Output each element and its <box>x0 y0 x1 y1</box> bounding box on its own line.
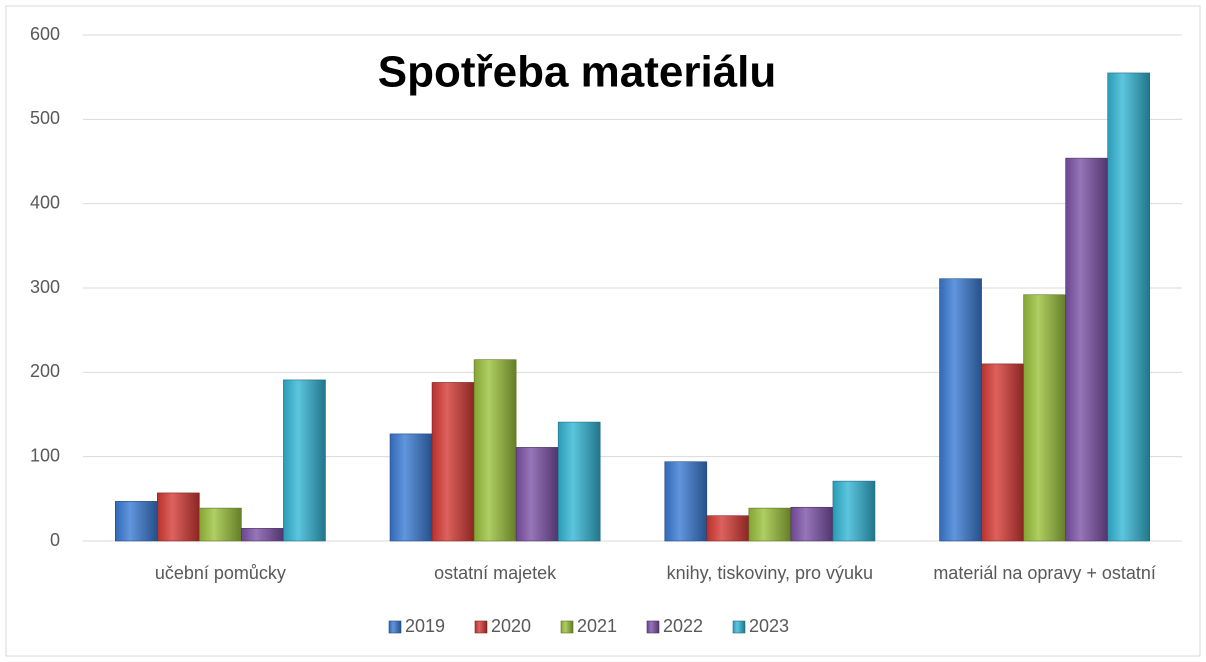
x-tick-label: materiál na opravy + ostatní <box>933 563 1156 583</box>
y-tick-label: 400 <box>30 192 60 212</box>
bar <box>1065 157 1108 542</box>
legend-item: 2021 <box>560 616 617 636</box>
bar <box>431 382 475 542</box>
legend-swatch <box>732 620 746 634</box>
bar <box>515 447 559 542</box>
bar <box>157 492 200 542</box>
bar <box>473 359 517 542</box>
y-tick-label: 200 <box>30 361 60 381</box>
bar <box>748 507 792 542</box>
bar <box>790 506 834 542</box>
bar <box>1107 72 1151 542</box>
bar <box>981 363 1024 542</box>
chart-border <box>5 5 1201 657</box>
bar <box>664 461 708 542</box>
x-tick-label: knihy, tiskoviny, pro výuku <box>667 563 873 583</box>
bar <box>706 515 750 542</box>
legend-label: 2021 <box>577 616 617 636</box>
x-tick-label: ostatní majetek <box>434 563 557 583</box>
bar <box>832 480 876 542</box>
bar <box>1023 294 1066 542</box>
legend-item: 2023 <box>732 616 789 636</box>
legend-swatch <box>474 620 488 634</box>
legend-swatch <box>560 620 574 634</box>
legend-label: 2022 <box>663 616 703 636</box>
bar <box>241 528 284 542</box>
bar <box>939 278 982 542</box>
y-tick-label: 300 <box>30 277 60 297</box>
y-tick-label: 600 <box>30 24 60 44</box>
bar <box>199 507 242 542</box>
legend-item: 2020 <box>474 616 531 636</box>
chart-title: Spotřeba materiálu <box>378 48 777 97</box>
y-tick-label: 100 <box>30 445 60 465</box>
bar <box>557 421 601 542</box>
legend-label: 2019 <box>405 616 445 636</box>
legend-swatch <box>388 620 402 634</box>
legend-label: 2020 <box>491 616 531 636</box>
bar <box>283 379 326 542</box>
y-tick-label: 500 <box>30 108 60 128</box>
legend-swatch <box>646 620 660 634</box>
x-tick-label: učební pomůcky <box>155 563 286 583</box>
bar <box>114 501 158 542</box>
legend-item: 2019 <box>388 616 445 636</box>
y-tick-label: 0 <box>50 530 60 550</box>
bar <box>389 433 433 542</box>
legend-item: 2022 <box>646 616 703 636</box>
legend-label: 2023 <box>749 616 789 636</box>
